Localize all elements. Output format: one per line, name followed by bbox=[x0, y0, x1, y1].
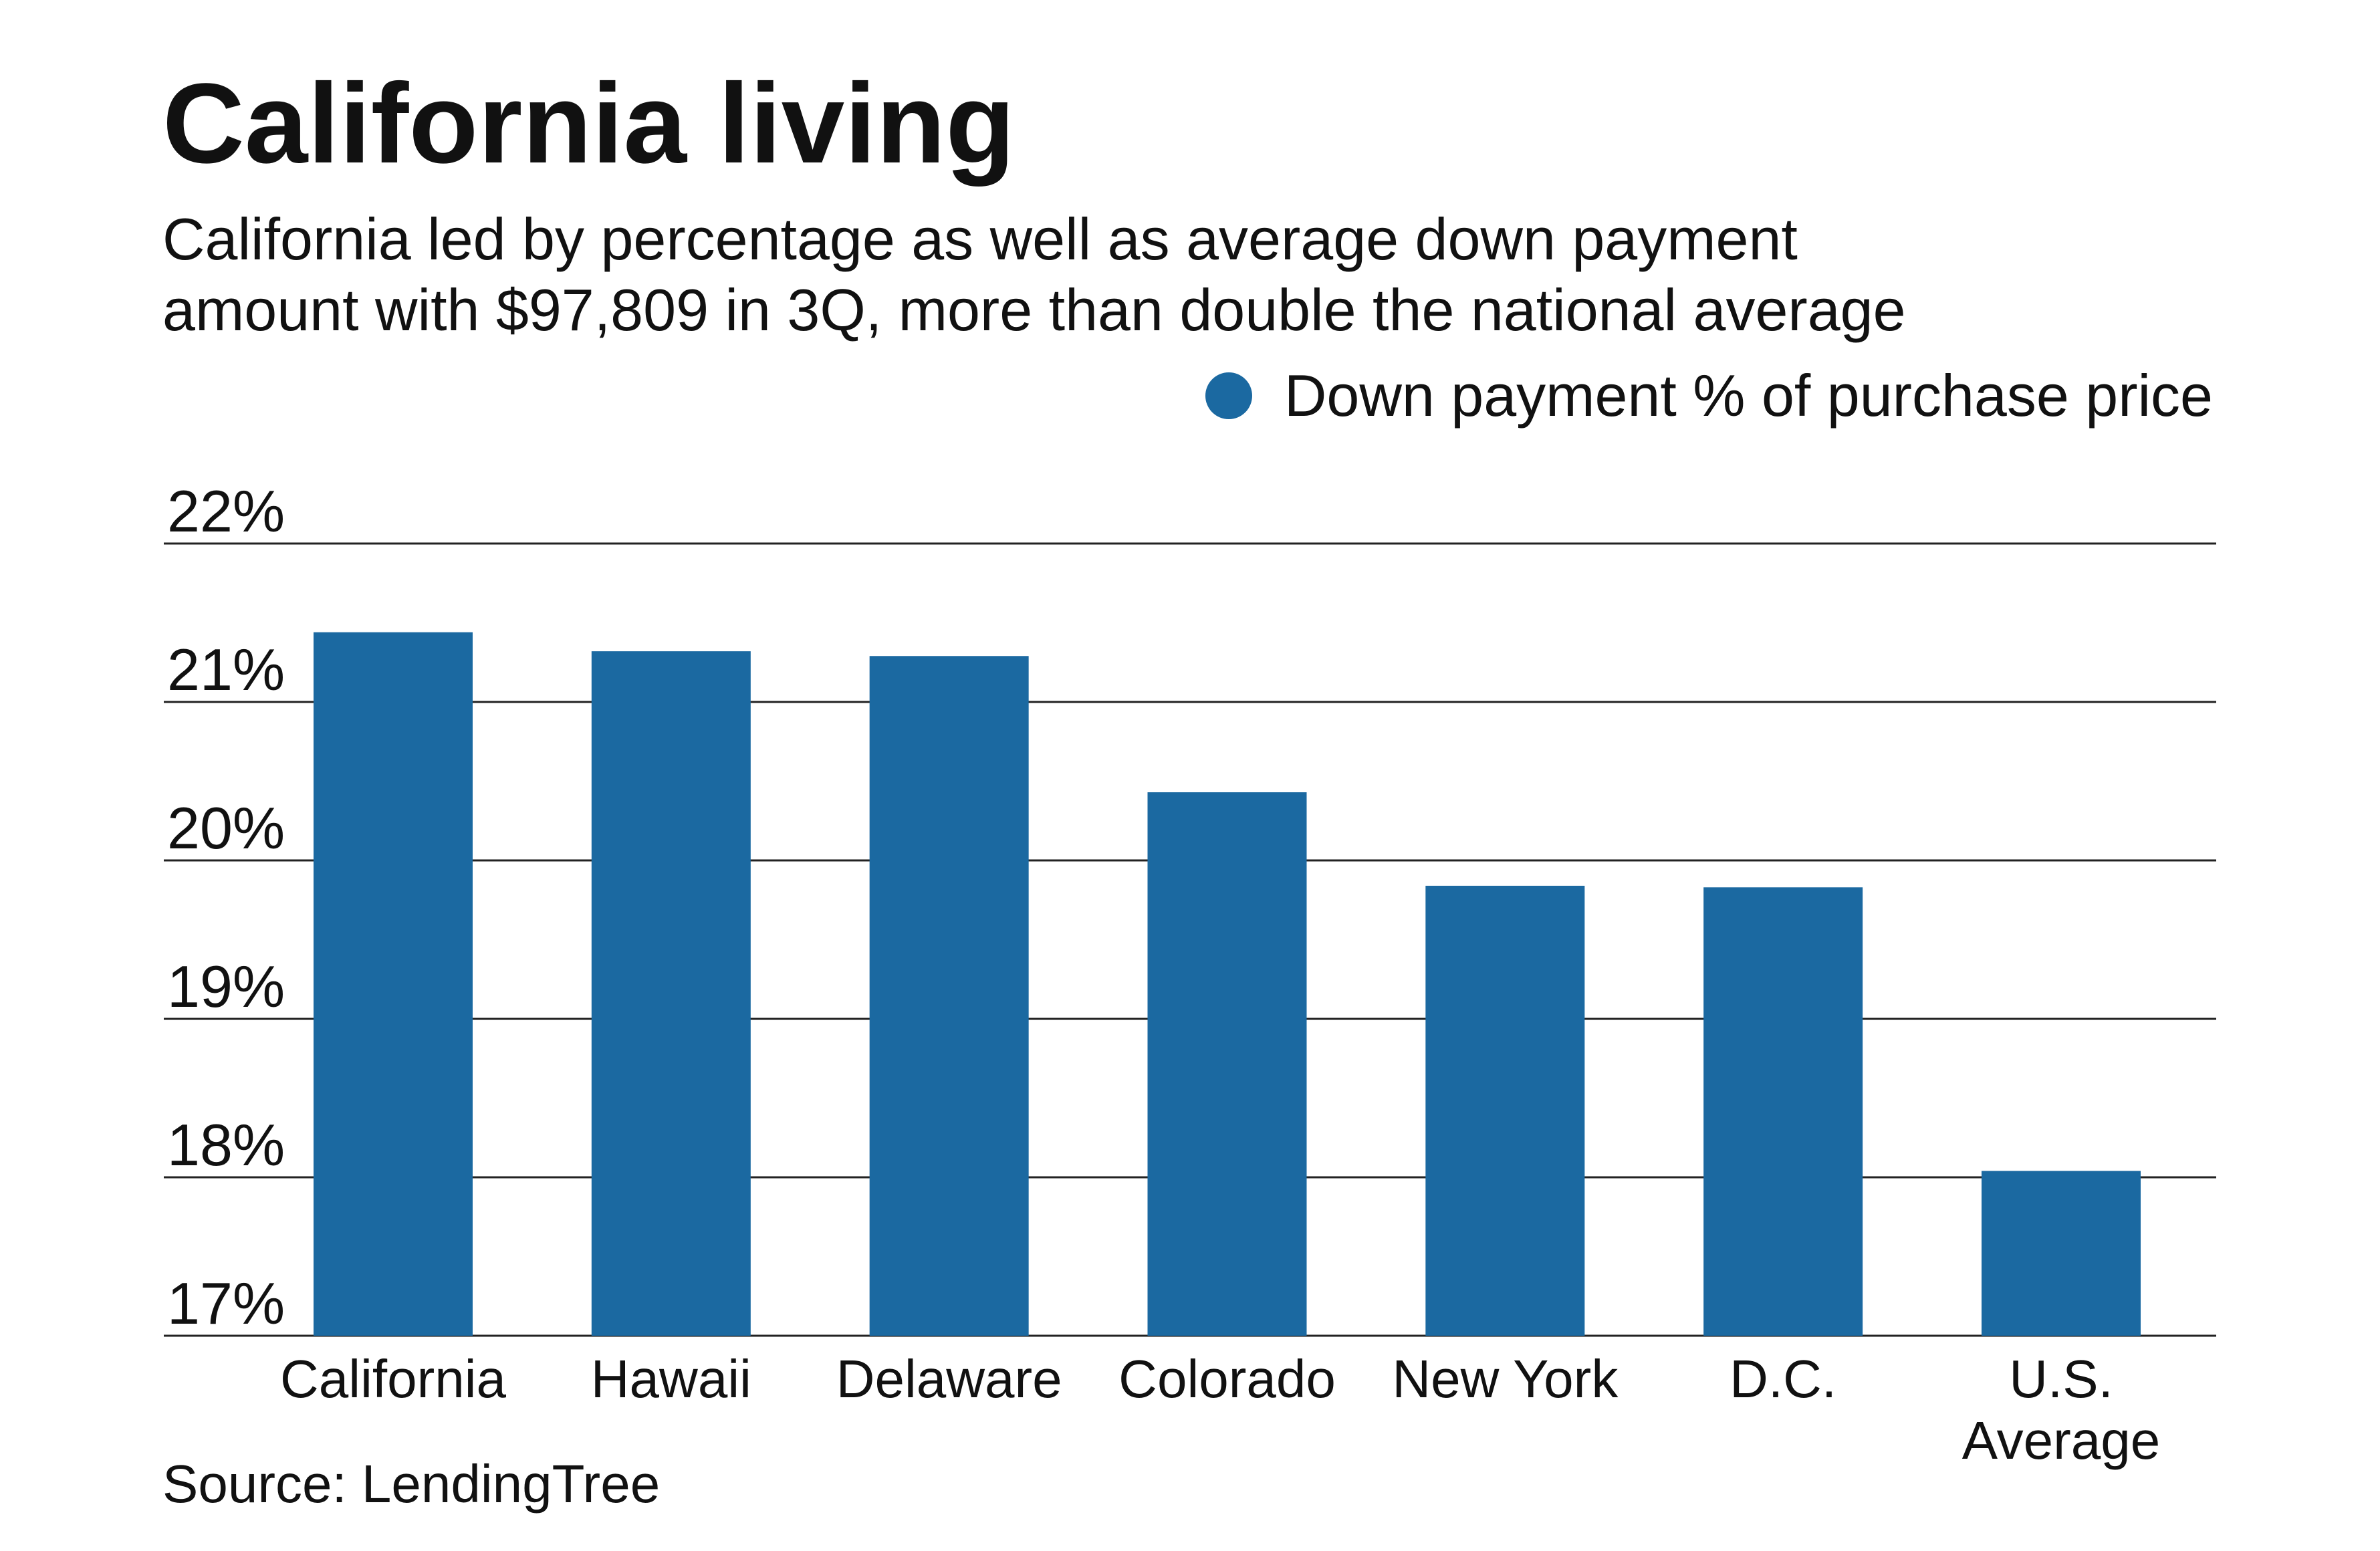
bar bbox=[1982, 1171, 2141, 1336]
x-tick-label: Colorado bbox=[1118, 1349, 1336, 1409]
subtitle-line: California led by percentage as well as … bbox=[162, 206, 1798, 272]
bar bbox=[1703, 887, 1863, 1336]
source-note: Source: LendingTree bbox=[162, 1454, 661, 1514]
y-tick-label: 19% bbox=[167, 953, 285, 1020]
chart-title: California living bbox=[162, 60, 1016, 187]
y-tick-label: 21% bbox=[167, 636, 285, 703]
x-tick-label: Hawaii bbox=[591, 1349, 751, 1409]
chart-subtitle: California led by percentage as well as … bbox=[162, 204, 2268, 346]
y-tick-label: 22% bbox=[167, 478, 285, 544]
x-tick-label: New York bbox=[1392, 1349, 1619, 1409]
subtitle-line: amount with $97,809 in 3Q, more than dou… bbox=[162, 277, 1906, 343]
bar bbox=[1147, 792, 1307, 1336]
bar bbox=[869, 656, 1029, 1336]
y-tick-label: 20% bbox=[167, 795, 285, 861]
legend: Down payment % of purchase price bbox=[1205, 366, 2213, 425]
x-tick-label: Delaware bbox=[836, 1349, 1062, 1409]
x-tick-label: California bbox=[280, 1349, 506, 1409]
x-tick-label: Average bbox=[1962, 1411, 2161, 1470]
y-tick-label: 18% bbox=[167, 1112, 285, 1178]
x-axis-labels: California Hawaii Delaware Colorado New York… bbox=[280, 1349, 2160, 1470]
bar bbox=[314, 632, 473, 1336]
bars bbox=[314, 632, 2141, 1336]
bar bbox=[1425, 885, 1585, 1336]
legend-label: Down payment % of purchase price bbox=[1284, 362, 2213, 429]
x-tick-label: D.C. bbox=[1730, 1349, 1836, 1409]
y-tick-label: 17% bbox=[167, 1270, 285, 1336]
legend-swatch bbox=[1205, 372, 1252, 419]
y-axis-ticks: 17% 18% 19% 20% 21% 22% bbox=[167, 478, 285, 1336]
bar bbox=[591, 651, 751, 1336]
x-tick-label: U.S. bbox=[2009, 1349, 2113, 1409]
